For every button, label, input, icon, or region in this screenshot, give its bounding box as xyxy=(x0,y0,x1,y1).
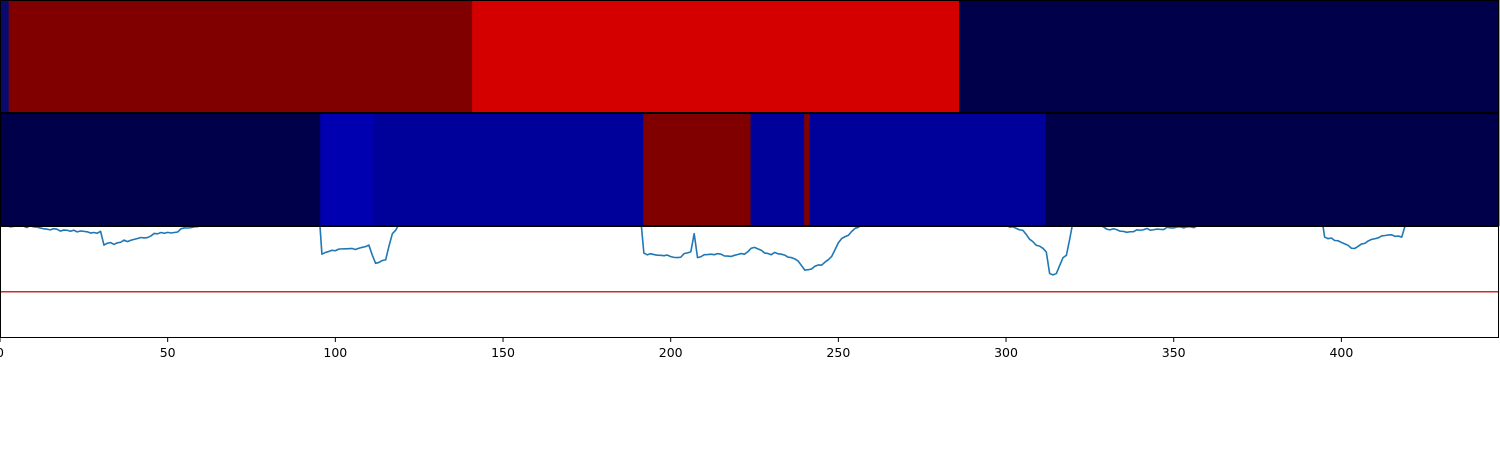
line-panel xyxy=(0,226,1499,338)
heatmap-cell xyxy=(1050,113,1500,226)
line-panel-frame xyxy=(0,226,1499,338)
heatmap-cell xyxy=(0,113,321,226)
line-panel-background xyxy=(0,226,1499,338)
heatmap-row-frame xyxy=(0,0,1499,113)
heatmap-cell xyxy=(643,113,751,226)
heatmap-cell xyxy=(373,113,644,226)
heatmap-cell xyxy=(959,0,1500,113)
x-axis: 0 50 100 150 200 250 300 350 400 xyxy=(0,338,1353,360)
x-tick-label: 300 xyxy=(994,345,1018,360)
x-tick-label: 0 xyxy=(0,345,4,360)
x-tick-label: 400 xyxy=(1329,345,1353,360)
heatmap-cell xyxy=(320,113,375,226)
line-series-group xyxy=(0,226,1499,293)
heatmap-cell xyxy=(8,0,473,113)
x-tick-label: 250 xyxy=(826,345,850,360)
heatmap-cell xyxy=(1045,113,1052,226)
heatmap-cell xyxy=(472,0,960,113)
x-tick-label: 200 xyxy=(659,345,683,360)
heatmap-cell xyxy=(750,113,805,226)
x-tick-label: 50 xyxy=(160,345,176,360)
x-tick-label: 100 xyxy=(323,345,347,360)
heatmap-cell xyxy=(0,0,10,113)
heatmap-row-frame xyxy=(0,113,1499,226)
x-tick-label: 350 xyxy=(1162,345,1186,360)
heatmap-cell xyxy=(804,113,810,226)
x-tick-label: 150 xyxy=(491,345,515,360)
heatmap-rows xyxy=(0,0,1500,226)
line-series xyxy=(0,226,1406,276)
heatmap-cell xyxy=(809,113,1046,226)
